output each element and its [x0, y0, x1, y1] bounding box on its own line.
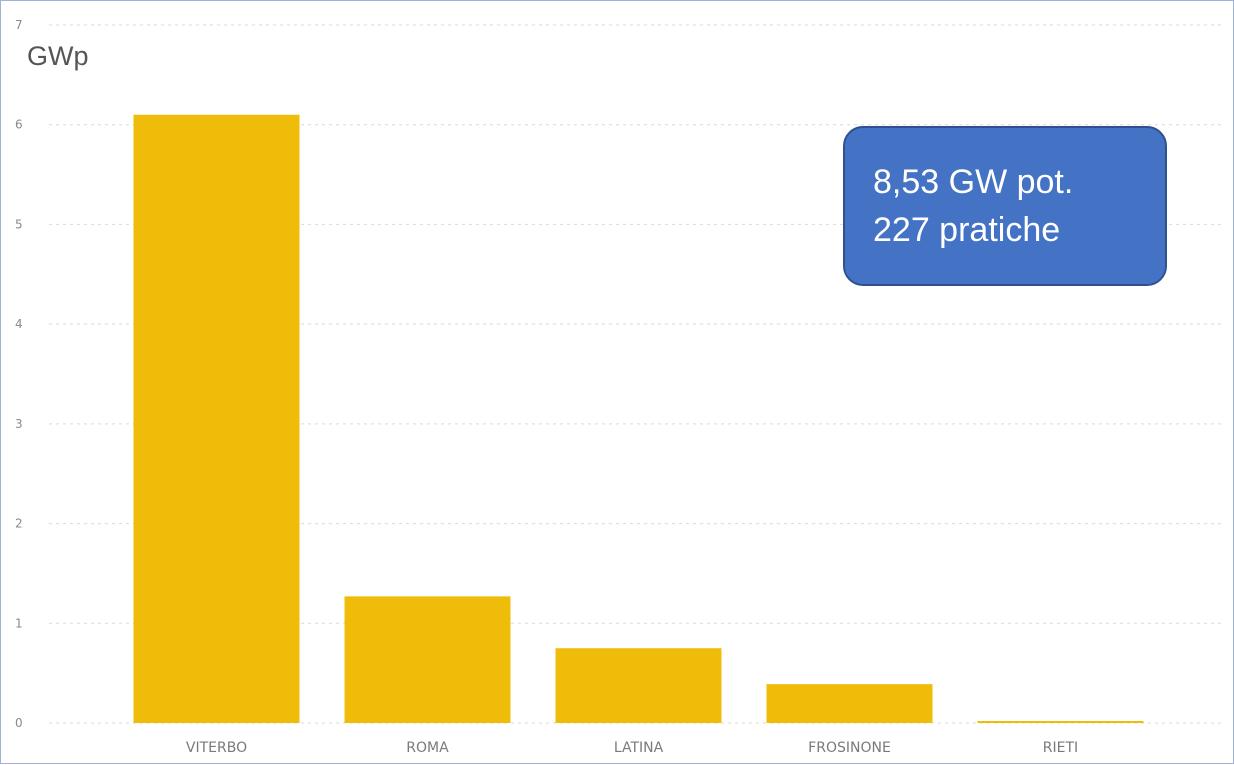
y-tick-label: 7	[15, 18, 23, 32]
y-tick-label: 0	[15, 716, 23, 730]
summary-callout: 8,53 GW pot. 227 pratiche	[843, 126, 1167, 286]
y-tick-label: 5	[15, 217, 23, 231]
bar	[133, 114, 300, 723]
bar	[766, 684, 933, 723]
y-tick-label: 2	[15, 517, 23, 531]
y-tick-label: 4	[15, 317, 23, 331]
x-tick-label: ROMA	[406, 740, 449, 756]
callout-line-power: 8,53 GW pot.	[873, 163, 1074, 201]
y-tick-label: 3	[15, 417, 23, 431]
y-axis-ticks: 0 1 2 3 4 5 6 7	[15, 18, 23, 730]
x-tick-label: VITERBO	[186, 740, 247, 756]
x-tick-label: RIETI	[1043, 740, 1078, 756]
bar	[977, 721, 1144, 723]
x-tick-label: LATINA	[614, 740, 664, 756]
bar	[344, 596, 511, 723]
callout-line-count: 227 pratiche	[873, 211, 1061, 249]
x-axis-labels: VITERBO ROMA LATINA FROSINONE RIETI	[186, 740, 1078, 756]
bars	[133, 114, 1144, 723]
y-axis-unit-label: GWp	[27, 41, 89, 71]
bar	[555, 648, 722, 723]
x-tick-label: FROSINONE	[808, 740, 891, 756]
y-tick-label: 1	[15, 616, 23, 630]
y-tick-label: 6	[15, 118, 23, 132]
